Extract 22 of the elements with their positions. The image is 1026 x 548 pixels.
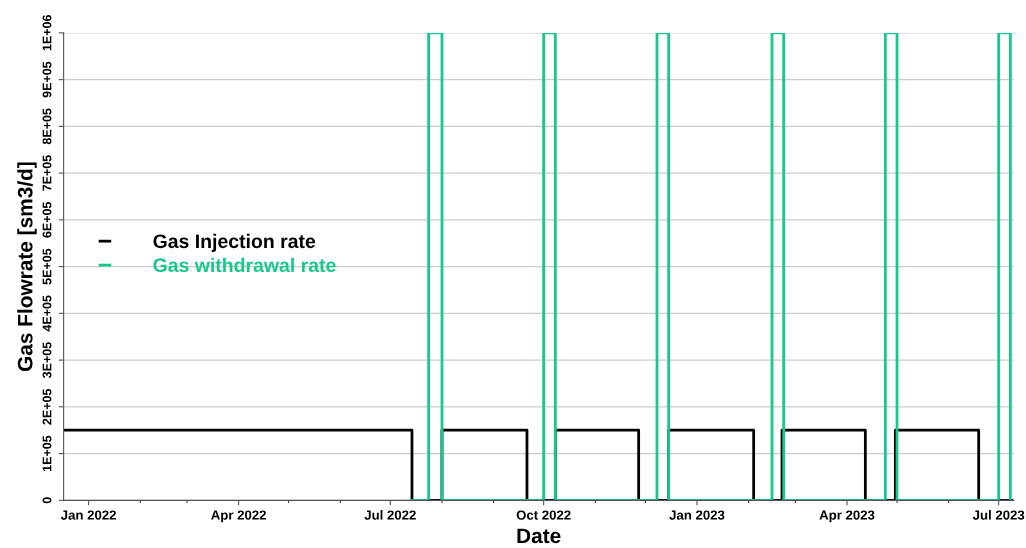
y-tick-label: 2E+05: [42, 388, 52, 425]
x-tick-label: Apr 2022: [211, 510, 266, 523]
y-tick-label: 3E+05: [42, 342, 52, 379]
y-tick-label: 4E+05: [42, 295, 52, 332]
x-tick-label: Jul 2023: [972, 510, 1025, 520]
legend-label: Gas withdrawal rate: [153, 257, 336, 273]
y-tick-label: 7E+05: [42, 155, 52, 191]
y-tick-label: 6E+05: [42, 201, 52, 238]
y-tick-label: 9E+05: [42, 61, 52, 98]
y-tick-label: 5E+05: [42, 248, 52, 285]
x-axis-title: Date: [517, 528, 561, 544]
x-tick-label: Jul 2022: [364, 510, 416, 520]
y-tick-label: 8E+05: [42, 108, 52, 145]
y-axis-title: Gas Flowrate [sm3/d]: [17, 162, 37, 372]
x-tick-label: Oct 2022: [516, 510, 571, 520]
x-tick-label: Jan 2023: [669, 510, 725, 520]
legend-label: Gas Injection rate: [153, 233, 316, 252]
x-tick-label: Jan 2022: [60, 510, 116, 520]
y-tick-label: 0: [42, 497, 52, 504]
y-tick-label: 1E+06: [42, 15, 52, 51]
x-tick-label: Apr 2023: [819, 510, 875, 523]
y-tick-label: 1E+05: [42, 435, 52, 472]
